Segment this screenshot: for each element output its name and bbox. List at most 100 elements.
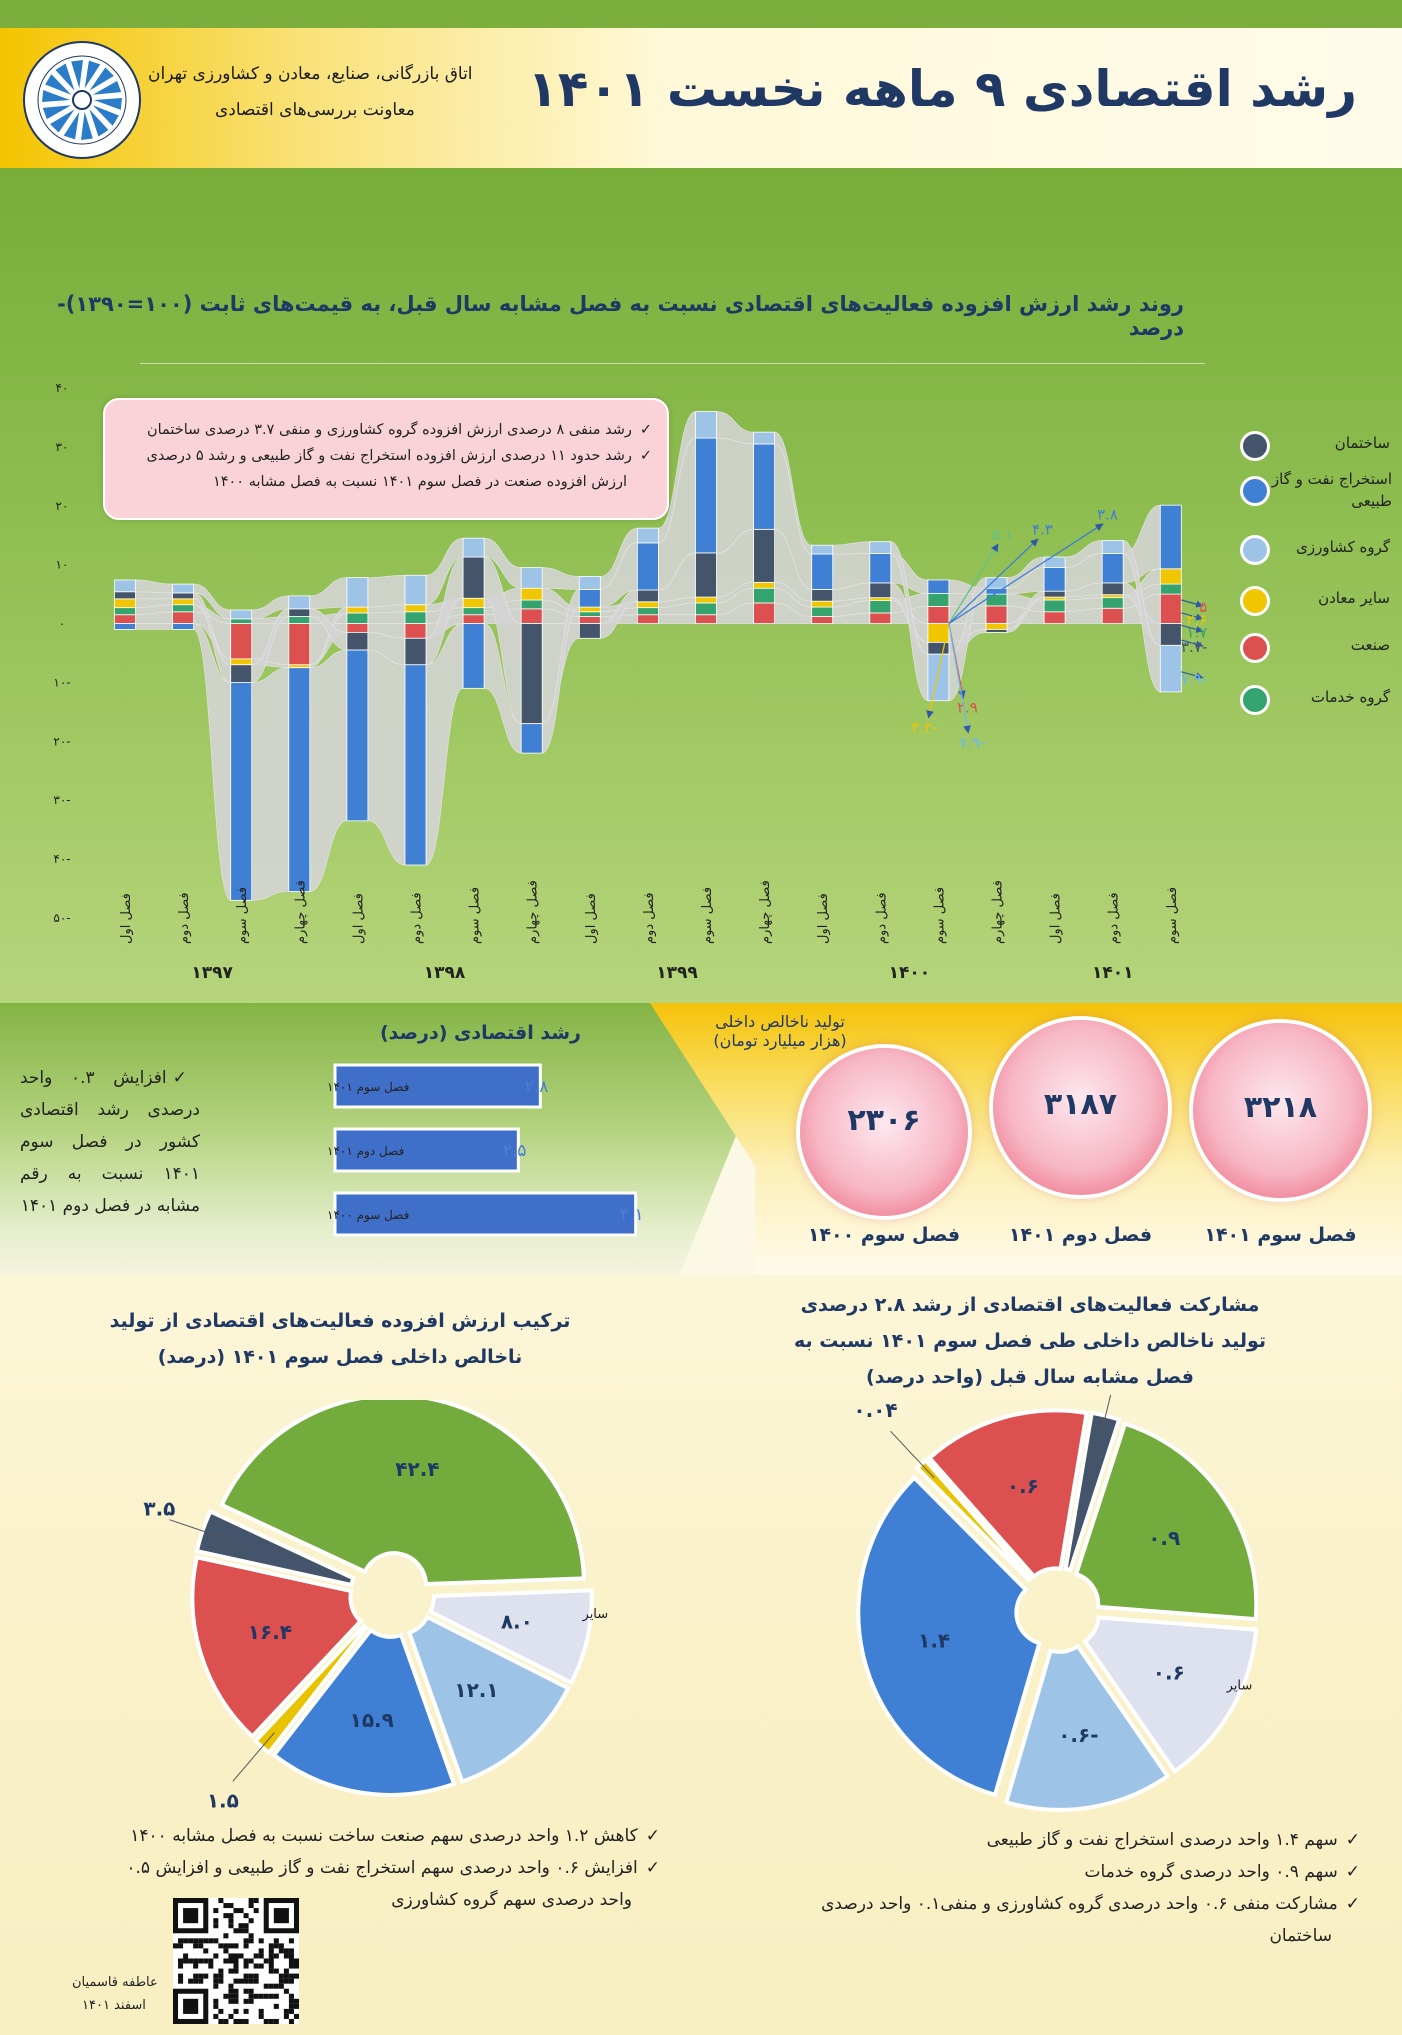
qr-module: [288, 2008, 294, 2014]
logo-ray: [63, 111, 80, 140]
qr-module: [248, 1898, 254, 1904]
bar-segment: [172, 583, 195, 594]
trend-notes-box: ✓رشد منفی ۸ درصدی ارزش افزوده گروه کشاور…: [103, 398, 669, 520]
x-tick-label: فصل اول: [1049, 893, 1064, 944]
pie-value-label: ۰.۶: [1153, 1661, 1185, 1685]
note-2: ✓رشد حدود ۱۱ درصدی ارزش افزوده استخراج ن…: [146, 448, 652, 464]
bar-segment: [985, 629, 1008, 633]
qr-module: [248, 1938, 254, 1944]
growth-category-label: فصل سوم ۱۴۰۰: [327, 1208, 409, 1223]
bar-segment: [520, 608, 543, 624]
qr-module: [233, 1963, 239, 1969]
ribbon: [251, 667, 290, 901]
logo-ray: [94, 98, 122, 110]
growth-bar-chart: فصل سوم ۱۴۰۱ ۲.۸ فصل دوم ۱۴۰۱ ۲.۵ فصل سوم ۱۴…: [327, 1063, 644, 1237]
ribbon: [309, 649, 348, 892]
bar-segment: [114, 607, 136, 616]
qr-module: [248, 1918, 254, 1924]
qr-module: [288, 1953, 294, 1959]
pie-value-label: -۰.۶: [1058, 1723, 1098, 1747]
qr-module: [293, 2013, 299, 2019]
bar-segment: [869, 612, 892, 624]
gdp-label-1401-q2: فصل دوم ۱۴۰۱: [1008, 1224, 1153, 1246]
qr-module: [288, 1973, 294, 1979]
legend-item-oil-gas: استخراج نفت و گاز طبیعی: [1230, 470, 1400, 522]
qr-module: [253, 1908, 259, 1914]
bar-segment: [346, 606, 369, 614]
qr-module: [243, 1928, 249, 1934]
annotation-label: ۵.۱: [992, 526, 1013, 544]
qr-module: [258, 1953, 264, 1959]
annotation-arrow: [1181, 624, 1204, 633]
pie-slice: [926, 1408, 1089, 1580]
qr-module: [208, 1963, 214, 1969]
y-tick-label: -۱۰: [53, 675, 70, 689]
annotation-label: ۲.۹: [957, 699, 978, 717]
y-tick-label: -۵۰: [53, 911, 70, 925]
qr-module: [188, 1958, 194, 1964]
logo-ray: [45, 74, 72, 95]
qr-module: [258, 2008, 264, 2014]
x-tick-label: فصل سوم: [700, 887, 715, 944]
qr-module: [178, 1958, 184, 1964]
qr-module: [263, 1958, 269, 1964]
x-tick-label: فصل سوم: [468, 887, 483, 944]
ribbon: [135, 579, 173, 594]
qr-module: [288, 1948, 294, 1954]
top-bar: [0, 0, 1402, 28]
qr-module: [253, 1973, 259, 1979]
annotation-arrow: [948, 523, 1104, 625]
gdp-circle-1400-q3: [800, 1048, 968, 1216]
qr-module: [198, 1958, 204, 1964]
qr-module: [213, 1973, 219, 1979]
qr-module: [288, 1998, 294, 2004]
bar-segment: [1043, 556, 1066, 569]
qr-module: [278, 1973, 284, 1979]
bar-segment: [288, 667, 311, 892]
pie-slice: [190, 1554, 364, 1740]
qr-module: [268, 1943, 274, 1949]
qr-module: [213, 1983, 219, 1989]
x-tick-label: فصل دوم: [1107, 892, 1122, 944]
qr-module: [213, 1938, 219, 1944]
bar-segment: [1043, 599, 1066, 613]
qr-module: [258, 1993, 264, 1999]
qr-module: [273, 2003, 279, 2009]
qr-finder: [183, 1998, 199, 2014]
bar-segment: [1101, 597, 1124, 609]
bar-segment: [869, 541, 892, 554]
trend-chart-title: روند رشد ارزش افزوده فعالیت‌های اقتصادی …: [57, 292, 1184, 340]
qr-module: [253, 1898, 259, 1904]
qr-module: [193, 1973, 199, 1979]
qr-finder: [183, 1908, 199, 1924]
bar-segment: [404, 574, 427, 606]
qr-module: [258, 1948, 264, 1954]
x-tick-label: فصل دوم: [177, 892, 192, 944]
trend-chart: ۴۰ ۳۰ ۲۰ ۱۰ ۰ -۱۰ -۲۰ -۳۰ -۴۰ -۵۰ فصل اول فصل دوم ف…: [53, 381, 1207, 983]
pie-value-label: ۱۲.۱: [454, 1678, 498, 1702]
qr-module: [248, 1998, 254, 2004]
bar-segment: [288, 608, 311, 617]
pie-slice: [1063, 1410, 1122, 1573]
annotation-arrow: [1181, 639, 1204, 648]
bar-segment: [288, 623, 311, 666]
qr-module: [273, 1983, 279, 1989]
annotation-label: -۳.۲: [911, 719, 937, 737]
qr-module: [208, 1938, 214, 1944]
bar-segment: [578, 576, 601, 590]
bar-segment: [230, 609, 253, 620]
x-tick-label: فصل اول: [351, 893, 366, 944]
legend-item-mining: سایر معادن: [1230, 583, 1400, 617]
qr-module: [268, 1948, 274, 1954]
pie-left-note-3: واحد درصدی سهم گروه کشاورزی: [391, 1890, 632, 1910]
y-tick-label: -۳۰: [53, 793, 70, 807]
qr-module: [223, 1948, 229, 1954]
bar-segment: [927, 641, 950, 655]
bar-segment: [927, 606, 950, 624]
qr-module: [248, 1903, 254, 1909]
logo-ray: [71, 60, 84, 89]
chamber-logo: [23, 41, 141, 159]
x-tick-label: فصل چهارم: [758, 880, 773, 944]
qr-module: [193, 1963, 199, 1969]
growth-bar: [333, 1127, 520, 1173]
